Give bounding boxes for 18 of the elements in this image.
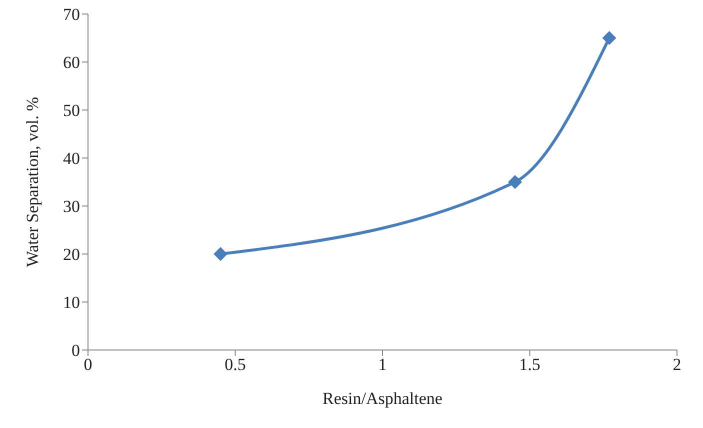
x-axis-title: Resin/Asphaltene xyxy=(322,389,442,408)
y-tick-label: 50 xyxy=(63,101,80,120)
x-tick-label: 2 xyxy=(672,355,682,374)
y-tick-label: 0 xyxy=(72,341,80,360)
x-tick-label: 1 xyxy=(378,355,387,374)
y-axis-title: Water Separation, vol. % xyxy=(23,97,42,267)
x-tick-label: 0 xyxy=(84,355,92,374)
y-tick-label: 60 xyxy=(63,53,80,72)
point xyxy=(214,247,228,261)
y-tick-label: 70 xyxy=(63,5,80,24)
point xyxy=(508,175,522,189)
x-tick-label: 0.5 xyxy=(224,355,246,374)
point xyxy=(602,31,616,45)
y-tick-label: 30 xyxy=(63,197,80,216)
x-tick-label: 1.5 xyxy=(519,355,540,374)
y-tick-label: 40 xyxy=(63,149,80,168)
y-tick-label: 20 xyxy=(63,245,80,264)
y-tick-label: 10 xyxy=(63,293,80,312)
